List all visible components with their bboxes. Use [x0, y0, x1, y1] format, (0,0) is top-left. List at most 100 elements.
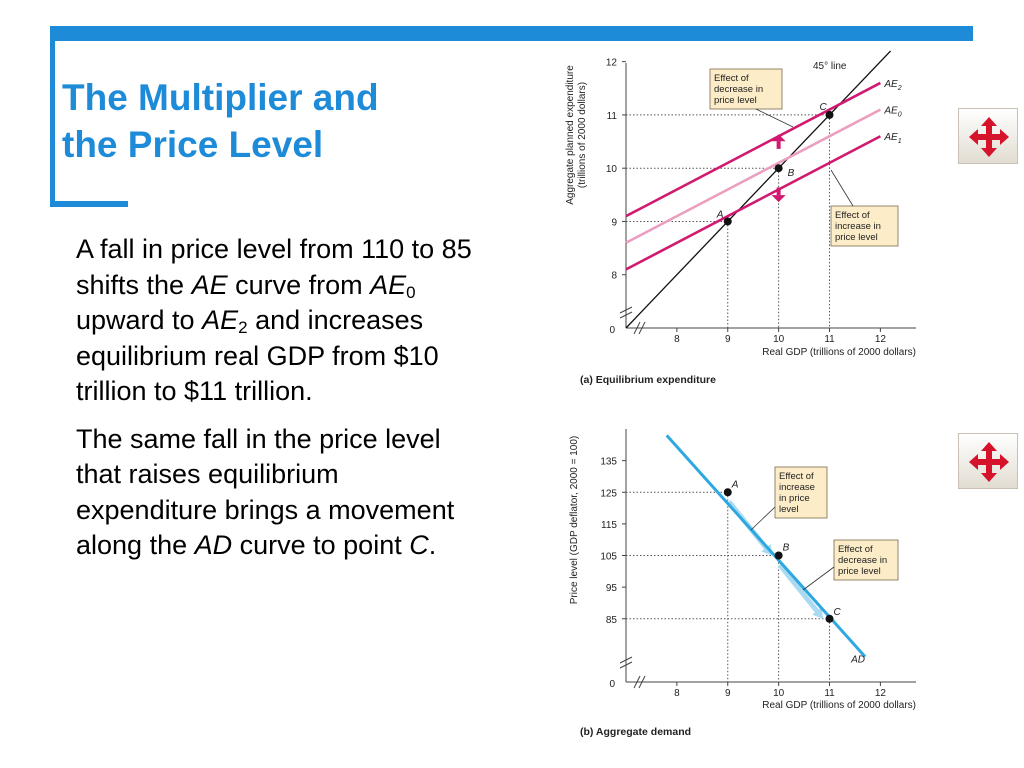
x-tick-label-a: 12 [875, 334, 887, 345]
four-way-arrow-icon [969, 117, 1009, 157]
p1-ae2: AE [202, 305, 239, 335]
note-decrease-b-line: price level [838, 566, 881, 577]
note-increase-a-line: Effect of [835, 210, 870, 221]
p1-text-3: upward to [76, 305, 203, 335]
point-A-b [723, 488, 732, 497]
chart-caption-b: (b) Aggregate demand [580, 726, 691, 738]
p2-text-3: . [428, 530, 437, 560]
p1-sub0: 0 [406, 282, 416, 302]
origin-label-b: 0 [609, 679, 615, 690]
paragraph-1: A fall in price level from 110 to 85 shi… [76, 232, 476, 410]
x-tick-label-b: 8 [674, 688, 680, 699]
p1-text-1: A fall in price level from 110 to 85 shi… [76, 234, 472, 300]
y-axis-title-a-line2: (trillions of 2000 dollars) [577, 82, 588, 188]
note-decrease-a-line: price level [714, 95, 757, 106]
series-line-a-3 [625, 135, 881, 271]
paragraph-2: The same fall in the price level that ra… [76, 422, 476, 564]
four-way-arrow-icon [969, 442, 1009, 482]
series-line-a-0 [625, 50, 892, 329]
x-tick-label-b: 10 [773, 688, 785, 699]
title-line-1: The Multiplier and [62, 77, 379, 118]
p1-text-4: and increases equilibrium real GDP from … [76, 305, 439, 406]
p1-ae0: AE [370, 269, 407, 300]
nav-button-top[interactable] [958, 108, 1018, 164]
note-increase-a-line: increase in [835, 221, 881, 232]
x-tick-label-b: 9 [725, 688, 731, 699]
series-label-sub: 0 [898, 112, 902, 119]
p1-ae: AE [191, 269, 228, 300]
x-tick-label-a: 11 [824, 334, 835, 345]
x-tick-label-a: 10 [773, 334, 785, 345]
y-tick-label-b: 125 [600, 488, 617, 499]
point-C-b [825, 614, 834, 623]
y-axis-title-a-line1: Aggregate planned expenditure [565, 65, 576, 205]
nav-button-bottom[interactable] [958, 433, 1018, 489]
y-tick-label-b: 95 [606, 583, 618, 594]
y-tick-label-b: 85 [606, 615, 618, 626]
shift-arrowhead-up-a [771, 134, 786, 142]
point-label-C-b: C [834, 607, 842, 618]
y-tick-label-a: 12 [606, 58, 618, 69]
point-B-b [774, 551, 783, 560]
movement-arrow-bc-head [812, 607, 824, 619]
point-label-A-b: A [731, 479, 739, 490]
note-decrease-b-line: Effect of [838, 544, 873, 555]
movement-arrow-ab-head [761, 543, 773, 556]
x-tick-label-b: 12 [875, 688, 887, 699]
axis-break-y-a [619, 306, 633, 319]
note-increase-b-line: level [779, 504, 799, 515]
shift-arrowhead-down-a [771, 195, 786, 203]
note-increase-a-line: price level [835, 232, 878, 243]
movement-arrow-bc [777, 563, 822, 616]
slide-title: The Multiplier and the Price Level [62, 74, 502, 168]
x-tick-label-a: 8 [674, 334, 680, 345]
y-tick-label-b: 135 [600, 457, 617, 468]
p2-ad: AD [194, 530, 233, 560]
y-tick-label-a: 8 [611, 271, 617, 282]
point-label-C-a: C [820, 102, 828, 113]
series-line-a-2 [625, 108, 881, 244]
slide-body: A fall in price level from 110 to 85 shi… [76, 232, 476, 564]
series-label-ad: AD [850, 655, 865, 666]
series-label-45: 45° line [813, 61, 847, 72]
point-C-a [825, 110, 834, 119]
p2-text-1: The same fall in the price level that ra… [76, 423, 455, 561]
y-tick-label-b: 105 [600, 552, 617, 563]
note-increase-b-line: Effect of [779, 471, 814, 482]
note-pointer-decrease-b [802, 566, 835, 591]
note-increase-b-box [774, 466, 828, 519]
header-accent-bar [50, 26, 973, 41]
p1-sub2: 2 [238, 318, 248, 337]
y-tick-label-a: 10 [606, 164, 618, 175]
x-axis-title-b: Real GDP (trillions of 2000 dollars) [762, 700, 916, 711]
series-label-sub: 1 [898, 138, 902, 145]
point-label-A-a: A [716, 209, 724, 220]
y-tick-label-b: 115 [601, 520, 617, 531]
title-accent-bar [50, 26, 55, 206]
note-decrease-a-box [709, 68, 783, 110]
x-tick-label-b: 11 [824, 688, 835, 699]
title-line-2: the Price Level [62, 124, 324, 165]
y-tick-label-a: 9 [611, 217, 617, 228]
note-increase-b-line: in price [779, 493, 810, 504]
axis-break-x-b [633, 675, 646, 689]
point-label-B-b: B [783, 543, 790, 554]
note-decrease-a-line: Effect of [714, 73, 749, 84]
series-label-a-3: AE1 [883, 132, 901, 145]
note-pointer-increase-a [830, 169, 854, 207]
title-accent-underline [50, 201, 128, 207]
point-A-a [723, 217, 732, 226]
y-axis-title-b: Price level (GDP deflator, 2000 = 100) [569, 436, 580, 605]
point-label-B-a: B [788, 168, 795, 179]
p1-text-2: curve from [227, 269, 371, 300]
x-tick-label-a: 9 [725, 334, 731, 345]
note-increase-a-box [830, 205, 899, 247]
note-decrease-a-line: decrease in [714, 84, 763, 95]
chart-caption-a: (a) Equilibrium expenditure [580, 374, 716, 386]
note-decrease-b-line: decrease in [838, 555, 887, 566]
axis-break-x-a [633, 321, 646, 335]
note-decrease-b-box [833, 539, 899, 581]
note-increase-b-line: increase [779, 482, 815, 493]
series-line-a-1 [625, 81, 881, 218]
